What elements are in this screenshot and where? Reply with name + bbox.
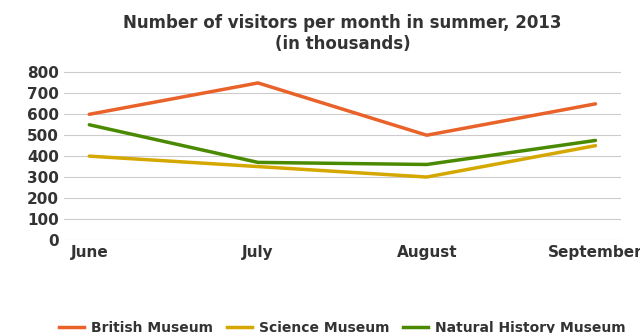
Legend: British Museum, Science Museum, Natural History Museum: British Museum, Science Museum, Natural … (54, 315, 631, 333)
Title: Number of visitors per month in summer, 2013
(in thousands): Number of visitors per month in summer, … (123, 14, 562, 53)
